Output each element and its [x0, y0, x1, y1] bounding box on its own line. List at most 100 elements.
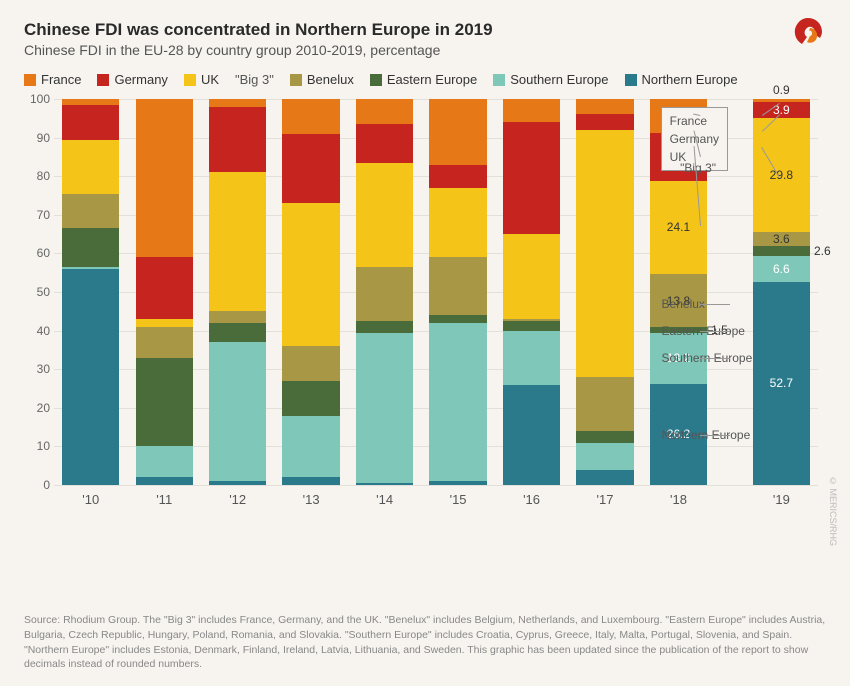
legend-swatch	[290, 74, 302, 86]
leader-line	[700, 435, 730, 436]
segment-southern: 6.6	[753, 256, 810, 281]
segment-germany	[62, 105, 119, 140]
x-tick: '14	[348, 492, 421, 507]
y-tick: 90	[26, 131, 50, 145]
legend-swatch	[625, 74, 637, 86]
legend: FranceGermanyUK"Big 3"BeneluxEastern Eur…	[24, 72, 826, 87]
segment-germany	[209, 107, 266, 173]
brand-logo	[790, 14, 826, 50]
y-tick: 20	[26, 401, 50, 415]
stacked-bar	[356, 99, 413, 485]
x-tick: '15	[421, 492, 494, 507]
segment-southern	[576, 443, 633, 470]
segment-value-label: 3.6	[753, 232, 810, 246]
segment-southern	[209, 342, 266, 481]
legend-swatch	[370, 74, 382, 86]
segment-southern	[503, 331, 560, 385]
segment-france: 0.9	[753, 99, 810, 102]
y-tick: 100	[26, 92, 50, 106]
segment-southern	[136, 446, 193, 477]
segment-benelux	[209, 311, 266, 323]
leader-line	[700, 304, 730, 305]
segment-benelux	[503, 319, 560, 321]
stacked-bar	[576, 99, 633, 485]
segment-eastern	[576, 431, 633, 443]
legend-label: France	[41, 72, 81, 87]
y-tick: 80	[26, 169, 50, 183]
x-tick: '10	[54, 492, 127, 507]
segment-eastern	[282, 381, 339, 416]
y-tick: 60	[26, 246, 50, 260]
legend-swatch	[493, 74, 505, 86]
segment-northern	[503, 385, 560, 485]
gridline	[54, 485, 818, 486]
segment-uk	[356, 163, 413, 267]
bar-slot: 52.76.62.63.629.83.90.9'19	[745, 99, 818, 485]
segment-benelux	[282, 346, 339, 381]
legend-label: Northern Europe	[642, 72, 738, 87]
legend-item: UK	[184, 72, 219, 87]
segment-value-label: 6.6	[753, 262, 810, 276]
segment-france	[62, 99, 119, 105]
segment-eastern: 2.6	[753, 246, 810, 256]
segment-germany	[503, 122, 560, 234]
segment-northern	[429, 481, 486, 485]
segment-uk	[429, 188, 486, 257]
segment-southern	[282, 416, 339, 478]
segment-france	[503, 99, 560, 122]
segment-benelux	[62, 194, 119, 229]
segment-germany	[576, 114, 633, 129]
segment-uk	[209, 172, 266, 311]
legend-item: Benelux	[290, 72, 354, 87]
segment-northern	[356, 483, 413, 485]
stacked-bar	[503, 99, 560, 485]
bar-slot: '14	[348, 99, 421, 485]
segment-northern	[136, 477, 193, 485]
y-tick: 40	[26, 324, 50, 338]
segment-france	[136, 99, 193, 257]
segment-uk	[136, 319, 193, 327]
stacked-bar	[209, 99, 266, 485]
segment-germany	[136, 257, 193, 319]
segment-value-label: 0.9	[753, 83, 810, 97]
segment-eastern	[209, 323, 266, 342]
legend-item: Northern Europe	[625, 72, 738, 87]
segment-value-label: 24.1	[650, 220, 707, 234]
x-tick: '16	[495, 492, 568, 507]
bar-slot: '15	[421, 99, 494, 485]
legend-label: Southern Europe	[510, 72, 608, 87]
x-tick: '12	[201, 492, 274, 507]
bar-slot: '10	[54, 99, 127, 485]
segment-southern	[429, 323, 486, 481]
segment-france	[576, 99, 633, 114]
segment-benelux	[356, 267, 413, 321]
stacked-bar	[429, 99, 486, 485]
segment-southern	[62, 267, 119, 269]
segment-germany	[429, 165, 486, 188]
bar-slot: '12	[201, 99, 274, 485]
legend-label: Germany	[114, 72, 167, 87]
legend-swatch	[97, 74, 109, 86]
chart-area: 0102030405060708090100 '10'11'12'13'14'1…	[54, 99, 818, 511]
segment-uk: 29.8	[753, 118, 810, 233]
segment-eastern	[356, 321, 413, 333]
x-tick: '13	[274, 492, 347, 507]
legend-label: UK	[201, 72, 219, 87]
segment-southern	[356, 333, 413, 484]
legend-swatch	[24, 74, 36, 86]
y-tick: 30	[26, 362, 50, 376]
credit: © MERICS/RHG	[828, 476, 838, 546]
x-tick: '18	[642, 492, 715, 507]
segment-benelux: 3.6	[753, 232, 810, 246]
segment-france	[209, 99, 266, 107]
bar-slot: '17	[568, 99, 641, 485]
big3-sub-label: "Big 3"	[680, 161, 716, 175]
chart-subtitle: Chinese FDI in the EU-28 by country grou…	[24, 42, 826, 58]
legend-item: Southern Europe	[493, 72, 608, 87]
segment-uk	[503, 234, 560, 319]
segment-northern: 52.7	[753, 282, 810, 485]
region-callout-label: Benelux	[662, 297, 705, 311]
bar-slot: '11	[127, 99, 200, 485]
segment-eastern	[62, 228, 119, 267]
stacked-bar	[136, 99, 193, 485]
